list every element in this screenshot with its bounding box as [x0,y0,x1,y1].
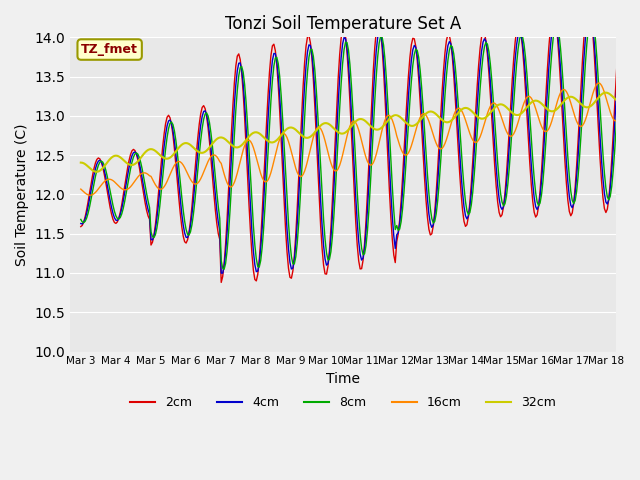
Title: Tonzi Soil Temperature Set A: Tonzi Soil Temperature Set A [225,15,461,33]
X-axis label: Time: Time [326,372,360,386]
4cm [637,194,640,200]
Y-axis label: Soil Temperature (C): Soil Temperature (C) [15,123,29,266]
8cm [96,159,104,165]
4cm [113,217,121,223]
Legend: 2cm, 4cm, 8cm, 16cm, 32cm: 2cm, 4cm, 8cm, 16cm, 32cm [125,391,561,414]
32cm [561,97,569,103]
2cm [96,156,104,162]
8cm [561,109,569,115]
32cm [97,167,105,172]
16cm [636,84,640,90]
16cm [77,186,84,192]
16cm [86,192,93,198]
16cm [367,162,374,168]
4cm [219,270,227,276]
Line: 16cm: 16cm [81,77,640,195]
32cm [93,169,100,175]
8cm [367,181,374,187]
Line: 32cm: 32cm [81,88,640,172]
32cm [115,154,123,159]
2cm [637,204,640,210]
2cm [636,201,640,207]
8cm [636,166,640,172]
8cm [623,5,630,11]
2cm [477,34,485,40]
32cm [77,160,84,166]
8cm [220,266,228,272]
2cm [218,279,225,285]
16cm [630,74,637,80]
32cm [634,86,640,92]
4cm [636,186,640,192]
8cm [77,216,84,222]
16cm [115,183,123,189]
4cm [96,157,104,163]
Line: 2cm: 2cm [81,0,640,282]
16cm [97,182,105,188]
Line: 4cm: 4cm [81,4,640,273]
4cm [77,221,84,227]
8cm [637,180,640,186]
2cm [77,224,84,229]
2cm [367,126,374,132]
32cm [367,123,374,129]
4cm [477,48,485,54]
32cm [637,85,640,91]
16cm [637,89,640,95]
4cm [367,150,374,156]
8cm [113,216,121,221]
16cm [477,130,485,136]
32cm [477,116,485,121]
4cm [621,1,628,7]
16cm [561,87,569,93]
Text: TZ_fmet: TZ_fmet [81,43,138,56]
Line: 8cm: 8cm [81,8,640,269]
4cm [561,137,569,143]
8cm [477,68,485,73]
2cm [561,158,569,164]
2cm [113,219,121,225]
